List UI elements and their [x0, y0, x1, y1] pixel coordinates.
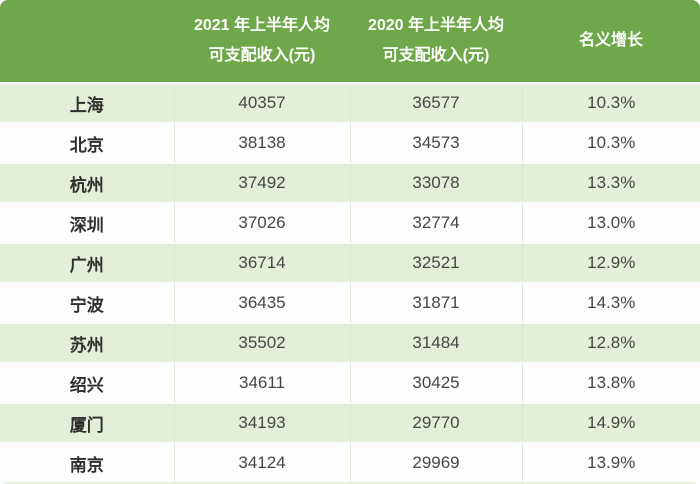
growth-cell: 12.8%	[522, 322, 700, 363]
header-cell-2020: 2020 年上半年人均 可支配收入(元)	[350, 0, 522, 83]
table-row: 上海 40357 36577 10.3%	[0, 82, 700, 123]
income-2021-cell: 34193	[174, 402, 351, 443]
income-2020-cell: 32521	[350, 242, 523, 283]
table-row: 绍兴 34611 30425 13.8%	[0, 362, 700, 403]
growth-cell: 10.3%	[522, 82, 700, 123]
table-row: 南京 34124 29969 13.9%	[0, 442, 700, 482]
income-2021-cell: 34124	[174, 442, 351, 482]
income-2021-cell: 36714	[174, 242, 351, 283]
table-row: 苏州 35502 31484 12.8%	[0, 322, 700, 363]
growth-cell: 14.9%	[522, 402, 700, 443]
header-2021-line1: 2021 年上半年人均	[193, 16, 331, 34]
growth-cell: 13.3%	[522, 162, 700, 203]
income-2020-cell: 29969	[350, 442, 523, 482]
income-2020-cell: 30425	[350, 362, 523, 403]
table-row: 深圳 37026 32774 13.0%	[0, 202, 700, 243]
income-2021-cell: 37492	[174, 162, 351, 203]
income-2020-cell: 36577	[350, 82, 523, 123]
table-header: 2021 年上半年人均 可支配收入(元) 2020 年上半年人均 可支配收入(元…	[0, 0, 700, 83]
income-2020-cell: 32774	[350, 202, 523, 243]
table-row: 厦门 34193 29770 14.9%	[0, 402, 700, 443]
income-2020-cell: 31484	[350, 322, 523, 363]
header-cell-city	[0, 0, 174, 83]
growth-cell: 13.9%	[522, 442, 700, 482]
table-row: 广州 36714 32521 12.9%	[0, 242, 700, 283]
income-2020-cell: 34573	[350, 122, 523, 163]
city-cell: 厦门	[0, 402, 175, 443]
city-cell: 广州	[0, 242, 175, 283]
income-2021-cell: 35502	[174, 322, 351, 363]
table-body: 上海 40357 36577 10.3% 北京 38138 34573 10.3…	[0, 82, 700, 482]
table-row: 杭州 37492 33078 13.3%	[0, 162, 700, 203]
city-cell: 苏州	[0, 322, 175, 363]
city-cell: 宁波	[0, 282, 175, 323]
city-cell: 上海	[0, 82, 175, 123]
header-row: 2021 年上半年人均 可支配收入(元) 2020 年上半年人均 可支配收入(元…	[0, 0, 700, 83]
header-cell-2021: 2021 年上半年人均 可支配收入(元)	[174, 0, 350, 83]
growth-cell: 13.8%	[522, 362, 700, 403]
growth-cell: 10.3%	[522, 122, 700, 163]
header-2021-line2: 可支配收入(元)	[208, 47, 316, 64]
income-2021-cell: 38138	[174, 122, 351, 163]
growth-cell: 13.0%	[522, 202, 700, 243]
city-cell: 杭州	[0, 162, 175, 203]
city-cell: 北京	[0, 122, 175, 163]
income-2021-cell: 37026	[174, 202, 351, 243]
header-growth-label: 名义增长	[578, 31, 643, 49]
city-cell: 深圳	[0, 202, 175, 243]
table-row: 北京 38138 34573 10.3%	[0, 122, 700, 163]
table-row: 宁波 36435 31871 14.3%	[0, 282, 700, 323]
income-2021-cell: 40357	[174, 82, 351, 123]
income-2021-cell: 36435	[174, 282, 351, 323]
city-cell: 南京	[0, 442, 175, 482]
income-2020-cell: 29770	[350, 402, 523, 443]
growth-cell: 12.9%	[522, 242, 700, 283]
header-cell-growth: 名义增长	[522, 0, 700, 83]
growth-cell: 14.3%	[522, 282, 700, 323]
income-2020-cell: 33078	[350, 162, 523, 203]
city-cell: 绍兴	[0, 362, 175, 403]
income-2020-cell: 31871	[350, 282, 523, 323]
income-2021-cell: 34611	[174, 362, 351, 403]
header-2020-line2: 可支配收入(元)	[382, 47, 490, 64]
header-2020-line1: 2020 年上半年人均	[367, 16, 505, 34]
